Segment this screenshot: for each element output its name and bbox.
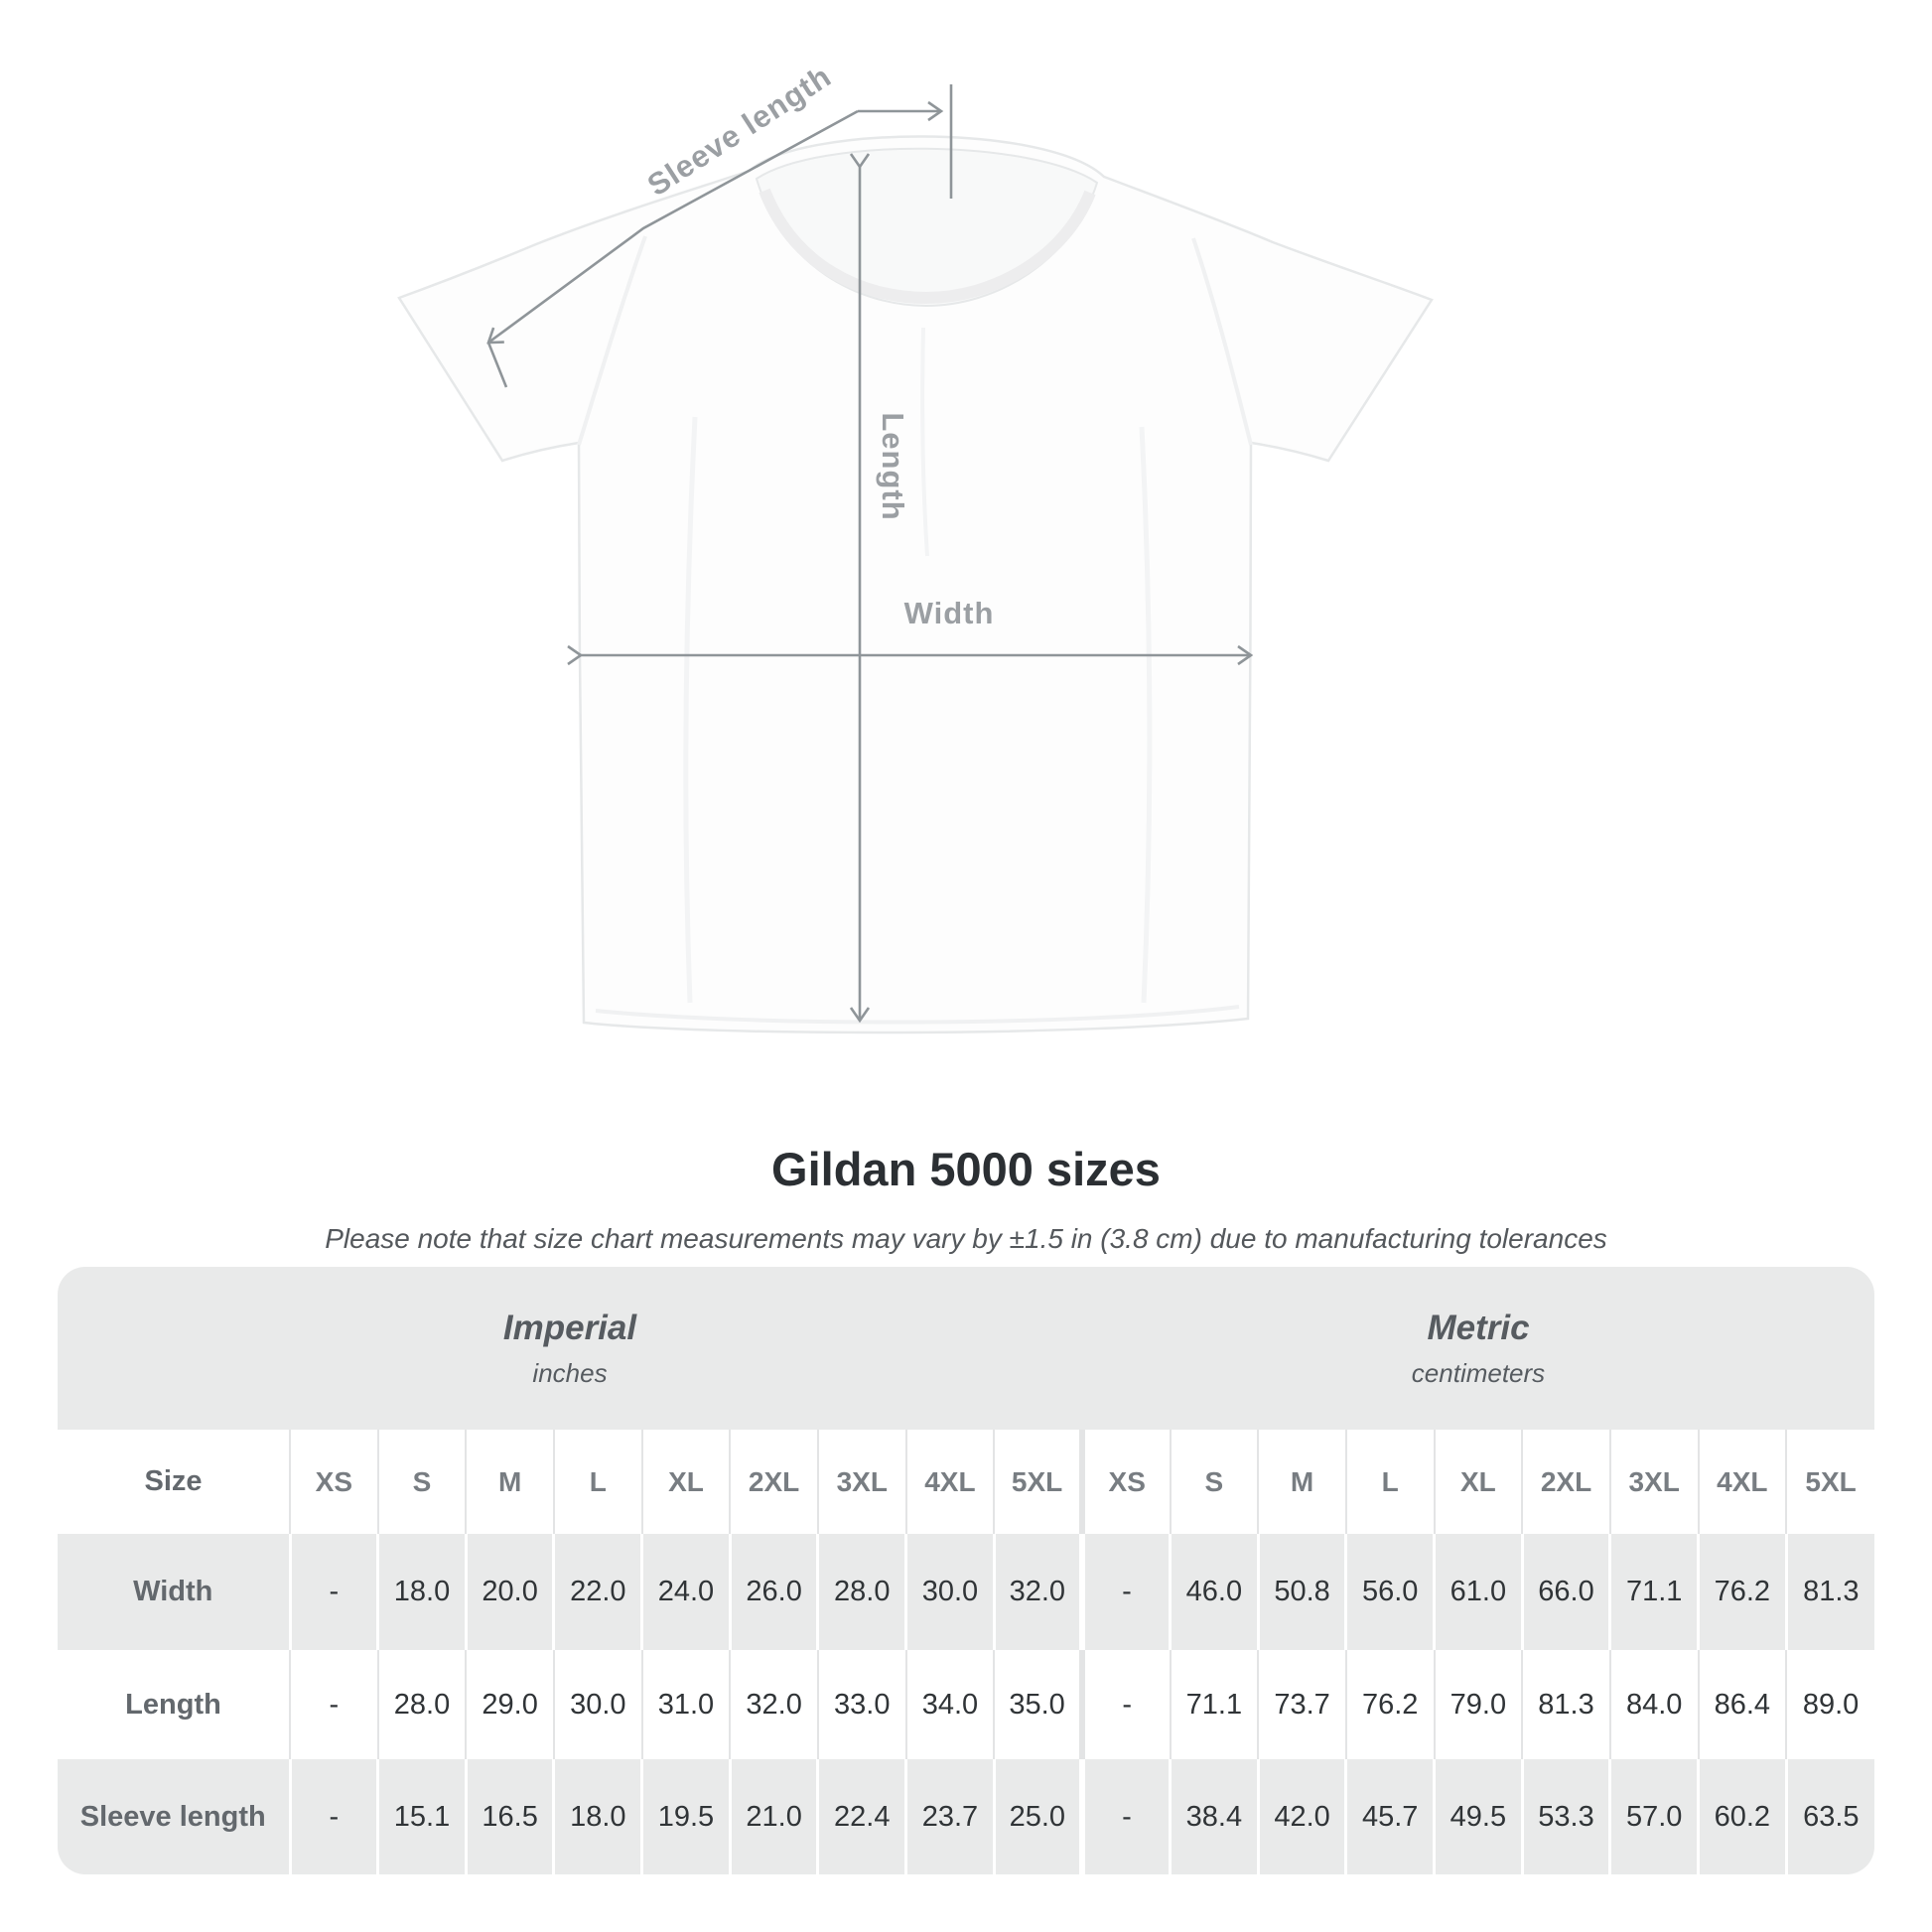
- size-col-metric-l: L: [1344, 1430, 1435, 1534]
- imperial-section-header: Imperial inches: [58, 1267, 1082, 1430]
- width-imperial-4xl: 30.0: [904, 1534, 995, 1650]
- length-imperial-m: 29.0: [465, 1650, 554, 1759]
- sleeve-length-row: Sleeve length - 15.1 16.5 18.0 19.5 21.0…: [58, 1759, 1874, 1874]
- sleeve-imperial-2xl: 21.0: [728, 1759, 818, 1874]
- length-imperial-xs: -: [289, 1650, 378, 1759]
- length-metric-5xl: 89.0: [1785, 1650, 1874, 1759]
- page-title: Gildan 5000 sizes: [771, 1143, 1161, 1195]
- sleeve-imperial-s: 15.1: [376, 1759, 467, 1874]
- width-imperial-xl: 24.0: [640, 1534, 731, 1650]
- sleeve-imperial-l: 18.0: [552, 1759, 642, 1874]
- sleeve-imperial-xl: 19.5: [640, 1759, 731, 1874]
- length-metric-l: 76.2: [1344, 1650, 1435, 1759]
- sleeve-length-arrow: [486, 109, 859, 345]
- length-imperial-l: 30.0: [552, 1650, 642, 1759]
- width-row-label: Width: [58, 1534, 290, 1650]
- width-metric-xl: 61.0: [1433, 1534, 1523, 1650]
- width-metric-2xl: 66.0: [1520, 1534, 1610, 1650]
- length-imperial-s: 28.0: [376, 1650, 467, 1759]
- size-col-metric-3xl: 3XL: [1608, 1430, 1699, 1534]
- size-col-metric-xs: XS: [1078, 1430, 1171, 1534]
- size-col-metric-xl: XL: [1433, 1430, 1523, 1534]
- length-imperial-2xl: 32.0: [729, 1650, 818, 1759]
- tshirt-measurement-diagram: Sleeve length Length Width: [397, 59, 1434, 1035]
- size-col-metric-5xl: 5XL: [1785, 1430, 1874, 1534]
- width-imperial-l: 22.0: [552, 1534, 642, 1650]
- sleeve-metric-4xl: 60.2: [1697, 1759, 1787, 1874]
- width-imperial-3xl: 28.0: [816, 1534, 906, 1650]
- length-metric-s: 71.1: [1169, 1650, 1259, 1759]
- length-metric-xl: 79.0: [1433, 1650, 1523, 1759]
- width-metric-xs: -: [1078, 1534, 1171, 1650]
- size-col-imperial-s: S: [376, 1430, 467, 1534]
- length-label: Length: [876, 412, 910, 521]
- width-metric-5xl: 81.3: [1784, 1534, 1874, 1650]
- measurements-grid: Size XS S M L XL 2XL 3XL 4XL 5XL XS S M …: [58, 1430, 1874, 1874]
- width-label: Width: [903, 596, 995, 630]
- metric-title: Metric: [1427, 1308, 1530, 1347]
- width-imperial-2xl: 26.0: [728, 1534, 818, 1650]
- size-header-row: Size XS S M L XL 2XL 3XL 4XL 5XL XS S M …: [58, 1430, 1874, 1534]
- length-imperial-xl: 31.0: [640, 1650, 731, 1759]
- imperial-unit: inches: [532, 1357, 608, 1388]
- width-imperial-5xl: 32.0: [992, 1534, 1082, 1650]
- width-imperial-m: 20.0: [464, 1534, 554, 1650]
- width-metric-m: 50.8: [1256, 1534, 1346, 1650]
- sleeve-imperial-m: 16.5: [464, 1759, 554, 1874]
- tshirt-illustration: [397, 84, 1434, 1035]
- size-col-metric-4xl: 4XL: [1697, 1430, 1787, 1534]
- size-col-imperial-xl: XL: [640, 1430, 731, 1534]
- length-metric-4xl: 86.4: [1697, 1650, 1787, 1759]
- sleeve-metric-xl: 49.5: [1433, 1759, 1523, 1874]
- width-metric-3xl: 71.1: [1608, 1534, 1699, 1650]
- sleeve-metric-5xl: 63.5: [1784, 1759, 1874, 1874]
- width-imperial-xs: -: [288, 1534, 378, 1650]
- size-col-imperial-5xl: 5XL: [993, 1430, 1082, 1534]
- length-row: Length - 28.0 29.0 30.0 31.0 32.0 33.0 3…: [58, 1650, 1874, 1759]
- size-col-imperial-m: M: [465, 1430, 554, 1534]
- sleeve-metric-3xl: 57.0: [1608, 1759, 1699, 1874]
- width-row: Width - 18.0 20.0 22.0 24.0 26.0 28.0 30…: [58, 1534, 1874, 1650]
- sleeve-metric-m: 42.0: [1256, 1759, 1346, 1874]
- size-col-imperial-l: L: [552, 1430, 642, 1534]
- width-imperial-s: 18.0: [376, 1534, 467, 1650]
- size-header-cell: Size: [58, 1430, 290, 1534]
- size-col-metric-s: S: [1169, 1430, 1259, 1534]
- length-imperial-4xl: 34.0: [904, 1650, 995, 1759]
- sleeve-metric-2xl: 53.3: [1520, 1759, 1610, 1874]
- length-imperial-3xl: 33.0: [816, 1650, 906, 1759]
- size-table: Imperial inches Metric centimeters Size …: [58, 1267, 1874, 1874]
- length-row-label: Length: [58, 1650, 290, 1759]
- sleeve-metric-xs: -: [1078, 1759, 1171, 1874]
- size-col-metric-m: M: [1257, 1430, 1346, 1534]
- size-col-imperial-2xl: 2XL: [729, 1430, 818, 1534]
- width-metric-s: 46.0: [1169, 1534, 1259, 1650]
- width-metric-l: 56.0: [1344, 1534, 1435, 1650]
- metric-unit: centimeters: [1411, 1357, 1546, 1388]
- unit-header-band: Imperial inches Metric centimeters: [58, 1267, 1874, 1430]
- sleeve-imperial-xs: -: [288, 1759, 378, 1874]
- length-metric-2xl: 81.3: [1521, 1650, 1610, 1759]
- sleeve-imperial-3xl: 22.4: [816, 1759, 906, 1874]
- sleeve-imperial-5xl: 25.0: [992, 1759, 1082, 1874]
- size-col-metric-2xl: 2XL: [1521, 1430, 1610, 1534]
- width-metric-4xl: 76.2: [1697, 1534, 1787, 1650]
- length-metric-3xl: 84.0: [1608, 1650, 1699, 1759]
- sleeve-metric-s: 38.4: [1169, 1759, 1259, 1874]
- imperial-title: Imperial: [502, 1308, 637, 1347]
- sleeve-row-label: Sleeve length: [58, 1759, 290, 1874]
- sleeve-imperial-4xl: 23.7: [904, 1759, 995, 1874]
- length-metric-xs: -: [1078, 1650, 1171, 1759]
- size-col-imperial-xs: XS: [289, 1430, 378, 1534]
- metric-section-header: Metric centimeters: [1082, 1267, 1874, 1430]
- tolerance-note: Please note that size chart measurements…: [325, 1223, 1607, 1254]
- measurement-arrows: [486, 84, 1254, 1024]
- tshirt-body: [397, 135, 1434, 1035]
- length-metric-m: 73.7: [1257, 1650, 1346, 1759]
- sleeve-metric-l: 45.7: [1344, 1759, 1435, 1874]
- size-col-imperial-4xl: 4XL: [904, 1430, 995, 1534]
- size-col-imperial-3xl: 3XL: [816, 1430, 906, 1534]
- length-imperial-5xl: 35.0: [993, 1650, 1082, 1759]
